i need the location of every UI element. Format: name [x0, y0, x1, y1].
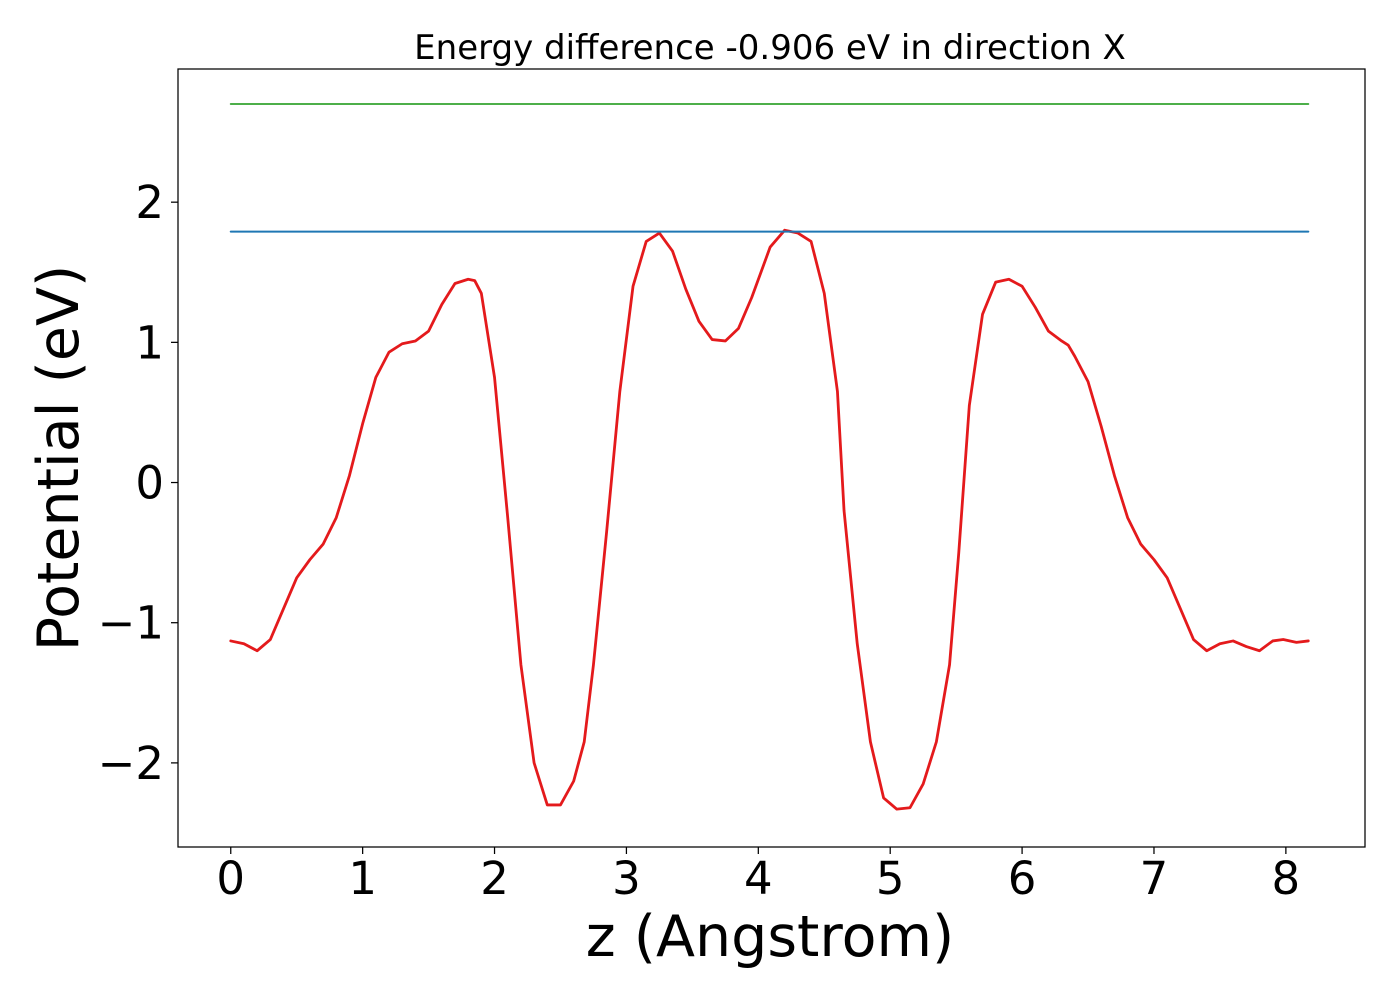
x-tick-label: 7: [1140, 852, 1169, 905]
series-layer: [229, 103, 1310, 811]
x-tick-label: 6: [1008, 852, 1037, 905]
x-tick-label: 3: [612, 852, 641, 905]
x-tick-label: 5: [876, 852, 905, 905]
chart-title: Energy difference -0.906 eV in direction…: [414, 28, 1126, 68]
x-tick-label: 8: [1272, 852, 1301, 905]
y-axis: −2 −1 0 1 2: [98, 176, 178, 790]
y-tick-label: 1: [135, 316, 164, 369]
y-tick-label: −1: [98, 597, 164, 650]
x-tick-label: 1: [348, 852, 377, 905]
x-axis: 0 1 2 3 4 5 6 7 8: [216, 847, 1300, 905]
potential-curve-line: [229, 228, 1310, 811]
x-tick-label: 2: [480, 852, 509, 905]
y-axis-label: Potential (eV): [26, 265, 92, 651]
y-tick-label: 2: [135, 176, 164, 229]
plot-frame: [177, 68, 1366, 848]
x-tick-label: 4: [744, 852, 773, 905]
y-tick-label: −2: [98, 737, 164, 790]
x-tick-label: 0: [216, 852, 245, 905]
x-axis-label: z (Angstrom): [586, 904, 954, 970]
y-tick-label: 0: [135, 457, 164, 510]
